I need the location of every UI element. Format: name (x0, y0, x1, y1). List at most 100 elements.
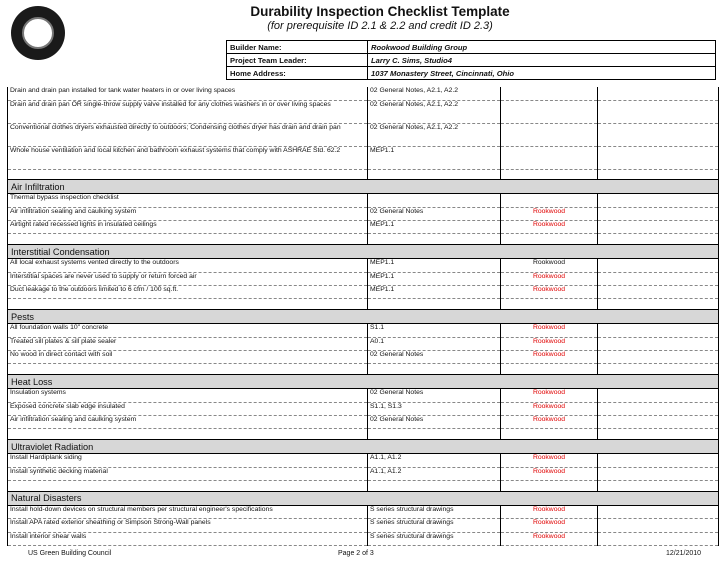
info-label: Project Team Leader: (226, 53, 368, 67)
checklist-reference: S series structural drawings (367, 532, 501, 547)
section-title: Heat Loss (7, 374, 719, 390)
checklist-notes (597, 350, 719, 365)
checklist-status: Rookwood (500, 532, 598, 547)
project-info-table: Builder Name: Rookwood Building Group Pr… (226, 40, 716, 80)
checklist-reference: A1.1, A1.2 (367, 453, 501, 468)
checklist-item-text: Airtight rated recessed lights in insula… (7, 220, 368, 235)
checklist-row: Drain and drain pan OR single-throw supp… (7, 100, 719, 124)
empty-cell (500, 428, 598, 441)
checklist-item-text: All local exhaust systems vented directl… (7, 258, 368, 273)
checklist-notes (597, 402, 719, 416)
checklist-reference (367, 193, 501, 208)
checklist-item-text: All foundation walls 10" concrete (7, 323, 368, 338)
checklist-reference: 02 General Notes, A2.1, A2.2 (367, 87, 501, 101)
info-row-address: Home Address: 1037 Monastery Street, Cin… (226, 66, 716, 80)
page-title: Durability Inspection Checklist Template (250, 4, 510, 19)
checklist-row: Insulation systems 02 General Notes Rookwo… (7, 388, 719, 403)
checklist-row: Install Hardiplank siding A1.1, A1.2 Rookw… (7, 453, 719, 468)
checklist-notes (597, 337, 719, 351)
checklist-reference: S1.1, S1.3 (367, 402, 501, 416)
checklist-spacer-row (7, 428, 719, 441)
section-title: Interstitial Condensation (7, 244, 719, 260)
checklist-spacer-row (7, 298, 719, 311)
checklist-status: Rookwood (500, 337, 598, 351)
checklist-spacer-row (7, 480, 719, 492)
checklist-status (500, 87, 598, 101)
checklist-item-text: Thermal bypass inspection checklist (7, 193, 368, 208)
checklist-reference: 02 General Notes, A2.1, A2.2 (367, 123, 501, 148)
checklist-notes (597, 415, 719, 430)
checklist-item-text: Whole house ventilation and local kitche… (7, 146, 368, 171)
section-header: Air Infiltration (7, 179, 719, 195)
empty-cell (367, 298, 501, 311)
checklist-item-text: Air infiltration sealing and caulking sy… (7, 415, 368, 430)
checklist-row: Treated sill plates & sill plate sealer A… (7, 337, 719, 351)
section-title: Ultraviolet Radiation (7, 439, 719, 455)
info-label: Home Address: (226, 66, 368, 80)
empty-cell (7, 298, 368, 311)
checklist-row: Airtight rated recessed lights in insula… (7, 220, 719, 235)
empty-cell (500, 233, 598, 246)
section-title: Natural Disasters (7, 490, 719, 507)
checklist-notes (597, 193, 719, 208)
info-value: 1037 Monastery Street, Cincinnati, Ohio (367, 66, 716, 80)
empty-cell (500, 363, 598, 376)
footer-date: 12/21/2010 (666, 550, 702, 557)
checklist-status: Rookwood (500, 220, 598, 235)
checklist-item-text: No wood in direct contact with soil (7, 350, 368, 365)
page-subtitle: (for prerequisite ID 2.1 & 2.2 and credi… (267, 20, 493, 32)
checklist-item-text: Insulation systems (7, 388, 368, 403)
checklist-row: Install synthetic decking material A1.1, … (7, 467, 719, 481)
checklist-notes (597, 453, 719, 468)
checklist-notes (597, 123, 719, 148)
info-value: Rookwood Building Group (367, 40, 716, 54)
checklist-status: Rookwood (500, 272, 598, 286)
checklist-item-text: Install Hardiplank siding (7, 453, 368, 468)
checklist-row: Whole house ventilation and local kitche… (7, 146, 719, 171)
checklist-item-text: Install APA rated exterior sheathing or … (7, 518, 368, 533)
checklist-notes (597, 532, 719, 547)
checklist-status: Rookwood (500, 453, 598, 468)
checklist-notes (597, 323, 719, 338)
checklist-row: No wood in direct contact with soil 02 Ge… (7, 350, 719, 365)
info-value: Larry C. Sims, Studio4 (367, 53, 716, 67)
checklist-row: Install APA rated exterior sheathing or … (7, 518, 719, 533)
footer-page-number: Page 2 of 3 (338, 550, 374, 557)
checklist-status (500, 123, 598, 148)
checklist-item-text: Install hold-down devices on structural … (7, 505, 368, 520)
checklist-status: Rookwood (500, 285, 598, 300)
checklist-spacer-row (7, 363, 719, 376)
empty-cell (367, 169, 501, 181)
checklist-item-text: Duct leakage to the outdoors limited to … (7, 285, 368, 300)
checklist-notes (597, 146, 719, 171)
checklist-reference: MEP1.1 (367, 258, 501, 273)
checklist-item-text: Exposed concrete slab edge insulated (7, 402, 368, 416)
checklist-reference: 02 General Notes (367, 388, 501, 403)
checklist-row: Drain and drain pan installed for tank w… (7, 87, 719, 101)
checklist-status: Rookwood (500, 350, 598, 365)
checklist-reference: MEP1.1 (367, 146, 501, 171)
checklist-notes (597, 505, 719, 520)
checklist-notes (597, 220, 719, 235)
checklist-status (500, 146, 598, 171)
checklist-status: Rookwood (500, 467, 598, 481)
checklist-row: Duct leakage to the outdoors limited to … (7, 285, 719, 300)
section-header: Pests (7, 309, 719, 325)
checklist-notes (597, 87, 719, 101)
checklist-status: Rookwood (500, 402, 598, 416)
empty-cell (367, 233, 501, 246)
checklist-reference: MEP1.1 (367, 285, 501, 300)
checklist-status: Rookwood (500, 505, 598, 520)
section-title: Pests (7, 309, 719, 325)
empty-cell (597, 363, 719, 376)
checklist-reference: 02 General Notes, A2.1, A2.2 (367, 100, 501, 124)
checklist-reference: 02 General Notes (367, 207, 501, 221)
section-header: Interstitial Condensation (7, 244, 719, 260)
usgbc-logo (11, 6, 65, 60)
checklist-item-text: Drain and drain pan OR single-throw supp… (7, 100, 368, 124)
checklist-reference: MEP1.1 (367, 220, 501, 235)
checklist-notes (597, 388, 719, 403)
checklist-item-text: Air infiltration sealing and caulking sy… (7, 207, 368, 221)
checklist-row: Thermal bypass inspection checklist (7, 193, 719, 208)
checklist-reference: S series structural drawings (367, 505, 501, 520)
